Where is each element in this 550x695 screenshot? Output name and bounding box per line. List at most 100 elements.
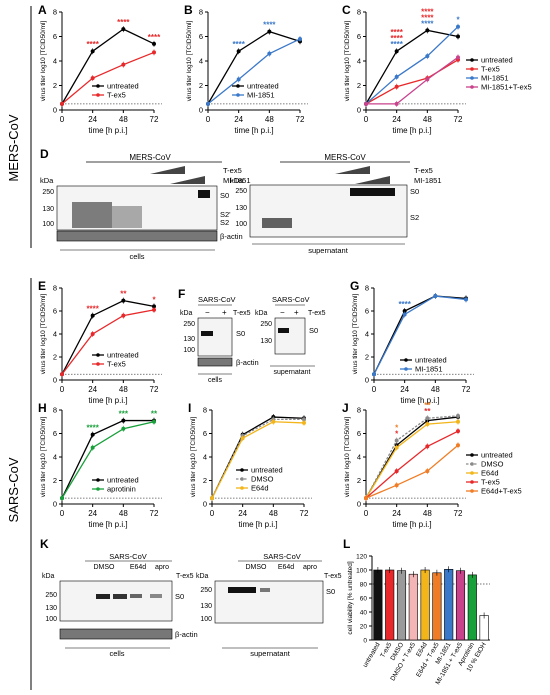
kda-label-cells: kDa bbox=[40, 176, 54, 185]
bar bbox=[444, 568, 454, 641]
y-tick-label: 4 bbox=[357, 453, 361, 462]
significance-mark: **** bbox=[398, 300, 411, 309]
y-tick-label: 0 bbox=[199, 106, 203, 115]
significance-mark: ** bbox=[424, 401, 431, 410]
series-line-mi-1851 bbox=[365, 26, 459, 105]
panel-letter: A bbox=[38, 3, 47, 17]
x-tick-label: 48 bbox=[119, 385, 128, 394]
y-tick-label: 6 bbox=[53, 32, 57, 41]
series-line-e64d bbox=[211, 421, 305, 499]
legend-label: E64d+T-ex5 bbox=[481, 487, 522, 496]
sars-section-label: SARS-CoV bbox=[6, 457, 21, 522]
f-mw-250-sup: 250 bbox=[260, 321, 272, 328]
mw-250-cells: 250 bbox=[42, 189, 54, 196]
legend-marker bbox=[470, 462, 474, 466]
series-line-t-ex5 bbox=[61, 309, 155, 375]
x-tick-label: 48 bbox=[423, 509, 432, 518]
y-tick-label: 20 bbox=[360, 624, 368, 631]
legend-label: E64d bbox=[481, 469, 499, 478]
f-cells-blot-image bbox=[197, 317, 233, 357]
bar bbox=[455, 570, 466, 641]
bar bbox=[396, 570, 407, 641]
legend-label: untreated bbox=[107, 476, 139, 485]
y-tick-label: 6 bbox=[53, 429, 57, 438]
significance-mark: ** bbox=[151, 410, 158, 419]
panel-k-letter: K bbox=[40, 537, 49, 551]
mw-100-cells: 100 bbox=[42, 221, 54, 228]
panel-f-virus-cells: SARS-CoV bbox=[198, 295, 236, 304]
f-plus-sup: + bbox=[294, 308, 299, 317]
significance-mark: * bbox=[395, 424, 399, 433]
x-tick-label: 24 bbox=[88, 385, 97, 394]
mi1851-gradient-wedge bbox=[170, 176, 205, 184]
y-tick-label: 0 bbox=[53, 376, 57, 385]
y-tick-label: 8 bbox=[365, 284, 369, 293]
series-line-e64d bbox=[365, 421, 459, 499]
legend-label: untreated bbox=[107, 351, 139, 360]
panel-d-virus-sup: MERS-CoV bbox=[324, 153, 366, 162]
significance-mark: **** bbox=[263, 21, 276, 30]
x-axis-label: time [h p.i.] bbox=[238, 520, 277, 529]
x-axis-label: time [h p.i.] bbox=[88, 520, 127, 529]
panel-d-row2-cells: MI-1851 bbox=[223, 176, 251, 185]
f-actin-label: β-actin bbox=[236, 358, 259, 367]
legend-label: E64d bbox=[251, 484, 269, 493]
y-tick-label: 4 bbox=[357, 57, 361, 66]
y-tick-label: 8 bbox=[53, 406, 57, 415]
k-mw-250-sup: 250 bbox=[200, 587, 212, 594]
x-tick-label: 72 bbox=[454, 509, 463, 518]
f-kda-cells: kDa bbox=[180, 310, 193, 317]
legend-label: untreated bbox=[415, 356, 447, 365]
y-tick-label: 0 bbox=[203, 500, 207, 509]
y-axis-label: virus titer log10 [TCID50/ml] bbox=[352, 294, 359, 375]
k-mw-130-cells: 130 bbox=[45, 605, 57, 612]
legend-marker bbox=[470, 480, 474, 484]
legend-marker bbox=[470, 67, 474, 71]
bar bbox=[373, 569, 383, 641]
x-tick-label: 72 bbox=[462, 385, 471, 394]
y-tick-label: 0 bbox=[357, 500, 361, 509]
mw-100-sup: 100 bbox=[235, 221, 247, 228]
x-tick-label: 72 bbox=[300, 509, 309, 518]
significance-mark: **** bbox=[117, 18, 130, 27]
bar bbox=[420, 569, 430, 641]
legend-marker bbox=[240, 468, 244, 472]
legend-marker bbox=[470, 58, 474, 62]
f-minus-cells: − bbox=[205, 308, 210, 317]
legend-marker bbox=[470, 489, 474, 493]
f-mw-130: 130 bbox=[183, 336, 195, 343]
legend-label: DMSO bbox=[251, 475, 274, 484]
x-tick-label: 24 bbox=[392, 115, 401, 124]
significance-mark: **** bbox=[148, 33, 161, 42]
k-group-apro-sup: apro bbox=[303, 564, 317, 571]
band-s0-sup: S0 bbox=[410, 187, 419, 196]
series-line-e64d-t-ex5 bbox=[365, 444, 459, 499]
panel-f-letter: F bbox=[178, 287, 185, 301]
significance-mark: **** bbox=[390, 34, 403, 43]
significance-mark: * bbox=[152, 295, 156, 304]
k-row-sup: T-ex5 bbox=[324, 573, 342, 580]
mers-section-bracket: MERS-CoV bbox=[6, 6, 32, 248]
y-tick-label: 0 bbox=[365, 376, 369, 385]
k-row-cells: T-ex5 bbox=[176, 573, 194, 580]
k-group-dmso-cells: DMSO bbox=[94, 564, 116, 571]
legend-label: T-ex5 bbox=[107, 360, 126, 369]
significance-mark: **** bbox=[86, 424, 99, 433]
y-axis-label: cell viability [% untreated] bbox=[347, 561, 354, 635]
series-line-untreated bbox=[61, 28, 155, 105]
f-band-s0-sup: S0 bbox=[309, 326, 318, 335]
panel-d-row2-sup: MI-1851 bbox=[414, 176, 442, 185]
y-axis-label: virus titer log10 [TCID50/ml] bbox=[40, 294, 47, 375]
y-tick-label: 8 bbox=[53, 284, 57, 293]
x-tick-label: 48 bbox=[431, 385, 440, 394]
actin-blot-image bbox=[56, 230, 218, 242]
significance-mark: **** bbox=[390, 40, 403, 49]
legend-marker bbox=[240, 477, 244, 481]
x-tick-label: 24 bbox=[238, 509, 247, 518]
legend-label: MI-1851 bbox=[415, 365, 443, 374]
x-tick-label: 48 bbox=[269, 509, 278, 518]
y-axis-label: virus titer log10 [TCID50/ml] bbox=[186, 21, 193, 102]
